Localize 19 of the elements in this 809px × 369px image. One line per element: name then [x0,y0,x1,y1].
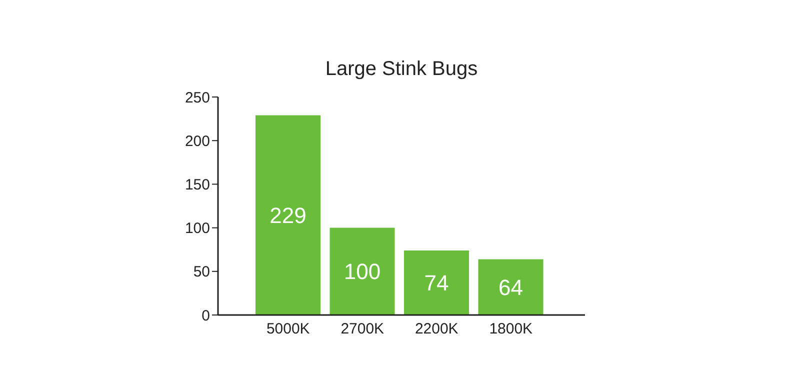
bar [330,228,395,315]
y-tick-label: 200 [184,132,210,150]
x-tick-label: 1800K [489,320,533,338]
bar [256,115,320,315]
chart-title: Large Stink Bugs [324,58,479,81]
y-tick-label: 100 [184,220,210,238]
y-tick-label: 150 [184,176,210,194]
data-label: 64 [498,274,523,300]
y-tick-label: 50 [193,264,210,281]
data-label: 74 [424,270,449,296]
data-label: 229 [270,202,306,228]
data-label: 100 [344,259,381,284]
x-tick-label: 5000K [266,320,310,338]
bar [478,259,544,315]
bar [404,250,469,315]
y-tick-label: 0 [202,307,210,324]
y-tick-label: 250 [184,89,210,106]
x-tick-label: 2700K [340,320,384,338]
x-tick-label: 2200K [414,320,458,338]
